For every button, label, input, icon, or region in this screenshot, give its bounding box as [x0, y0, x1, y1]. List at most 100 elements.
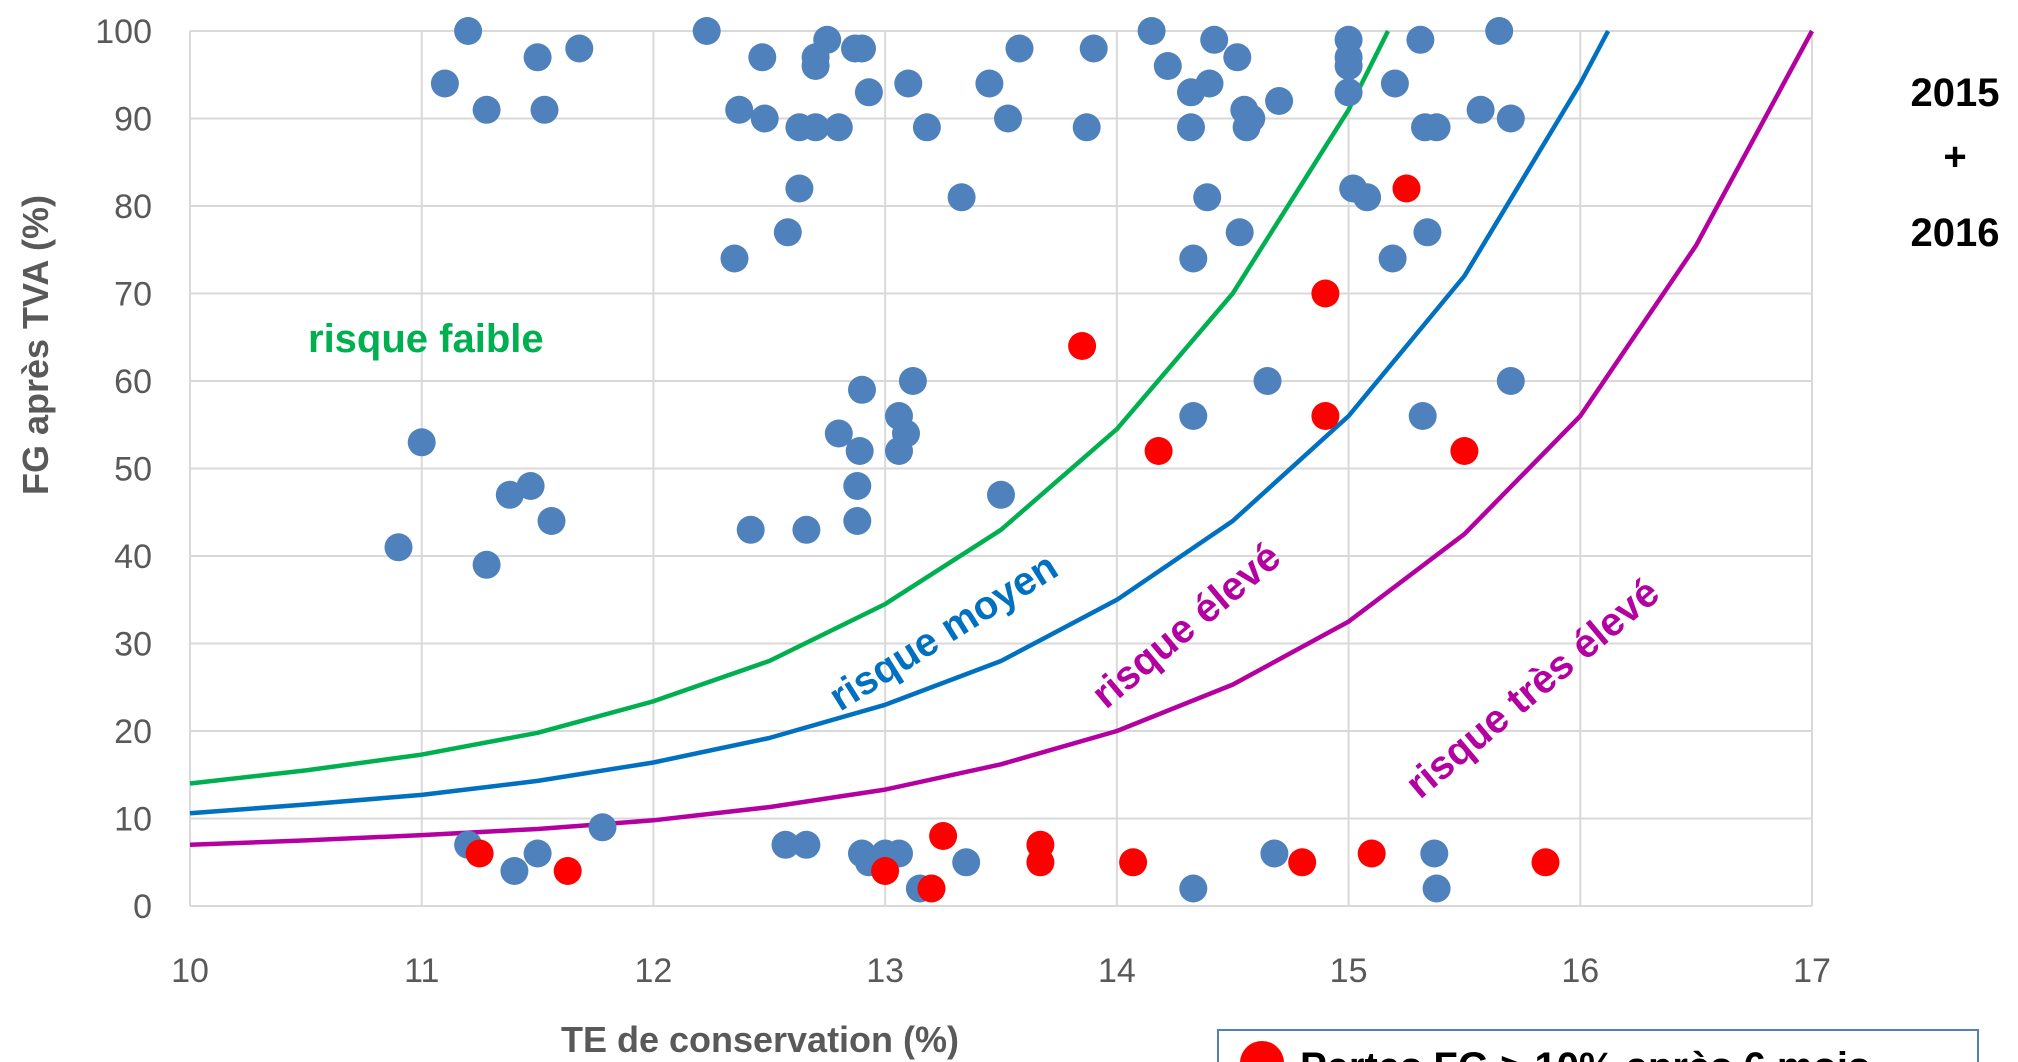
data-point-red — [1531, 848, 1560, 877]
data-point-red — [1288, 848, 1317, 877]
data-point-blue — [523, 839, 552, 868]
data-point-blue — [1413, 218, 1442, 247]
data-point-blue — [725, 95, 754, 124]
data-point-red — [1026, 848, 1055, 877]
data-point-blue — [1420, 839, 1449, 868]
data-point-blue — [1378, 244, 1407, 273]
data-point-blue — [1137, 17, 1166, 45]
data-point-blue — [1237, 104, 1266, 133]
data-point-blue — [785, 174, 814, 203]
zone-label-risque-faible: risque faible — [308, 317, 544, 361]
data-point-blue — [987, 480, 1015, 509]
legend-box — [1217, 1029, 1979, 1062]
data-point-blue — [1334, 52, 1363, 80]
data-point-blue — [1265, 87, 1294, 115]
year-label-2016: 2016 — [1911, 211, 2000, 255]
data-point-blue — [1193, 183, 1222, 212]
data-point-blue — [1200, 25, 1229, 54]
data-point-blue — [898, 367, 927, 395]
data-point-blue — [565, 34, 594, 63]
data-point-red — [1357, 839, 1386, 868]
data-point-blue — [848, 375, 876, 404]
y-tick-label: 40 — [114, 538, 152, 576]
tick-labels: 0 10 20 30 40 50 60 70 80 90 100 10 11 12 13 14 15 16 17 — [95, 13, 1831, 990]
data-point-blue — [1005, 34, 1034, 63]
data-point-blue — [500, 857, 529, 885]
data-point-blue — [1253, 367, 1282, 395]
y-axis-title: FG après TVA (%) — [15, 195, 56, 495]
data-point-blue — [588, 813, 617, 842]
zone-label-risque-eleve: risque élevé — [1084, 535, 1289, 717]
data-point-blue — [843, 472, 872, 500]
legend: Pertes FG > 10% après 6 mois — [1217, 1029, 1979, 1062]
data-point-blue — [1195, 69, 1224, 98]
data-point-blue — [1153, 52, 1182, 80]
data-point-blue — [952, 848, 981, 877]
x-tick-label: 17 — [1793, 952, 1831, 990]
year-label-2015: 2015 — [1911, 71, 2000, 115]
data-point-red — [1392, 174, 1421, 203]
data-point-blue — [848, 34, 876, 63]
data-point-blue — [1334, 78, 1363, 107]
y-tick-label: 20 — [114, 713, 152, 751]
data-point-blue — [792, 515, 821, 544]
data-point-blue — [1422, 113, 1451, 142]
data-point-red — [465, 839, 494, 868]
data-point-blue — [894, 69, 923, 98]
x-tick-label: 16 — [1561, 952, 1599, 990]
data-point-blue — [750, 104, 779, 133]
data-point-blue — [885, 437, 913, 465]
y-tick-label: 60 — [114, 363, 152, 401]
data-point-red — [553, 857, 582, 885]
data-point-blue — [792, 830, 821, 859]
data-point-blue — [1466, 95, 1495, 124]
data-point-blue — [1408, 402, 1437, 430]
x-tick-label: 15 — [1330, 952, 1368, 990]
data-point-blue — [384, 533, 413, 562]
data-point-blue — [1179, 402, 1208, 430]
data-point-blue — [720, 244, 749, 273]
data-point-blue — [1223, 43, 1252, 72]
y-tick-label: 0 — [133, 888, 152, 926]
data-point-blue — [975, 69, 1004, 98]
data-point-blue — [1079, 34, 1108, 63]
data-point-red — [1311, 402, 1340, 430]
data-point-blue — [472, 550, 501, 579]
data-point-red — [1311, 279, 1340, 308]
data-point-red — [1450, 437, 1479, 465]
data-point-red — [1144, 437, 1173, 465]
data-point-blue — [824, 113, 853, 142]
data-point-blue — [1422, 874, 1451, 903]
y-tick-label: 50 — [114, 451, 152, 489]
risk-curve-1 — [189, 29, 1391, 786]
data-point-blue — [912, 113, 941, 142]
risk-curve-3 — [189, 29, 1814, 848]
data-point-blue — [1353, 183, 1382, 212]
data-point-red — [1119, 848, 1148, 877]
data-point-blue — [748, 43, 777, 72]
data-point-blue — [1485, 17, 1514, 45]
data-point-red — [871, 857, 900, 885]
data-point-red — [1068, 332, 1097, 360]
data-point-blue — [854, 78, 883, 107]
data-point-blue — [824, 419, 853, 448]
data-point-blue — [692, 17, 721, 45]
data-point-blue — [736, 515, 765, 544]
data-point-blue — [454, 17, 483, 45]
x-tick-label: 14 — [1098, 952, 1136, 990]
x-tick-label: 10 — [171, 952, 209, 990]
data-point-blue — [1179, 244, 1208, 273]
data-point-blue — [516, 472, 545, 500]
risk-curve-2 — [189, 29, 1611, 816]
y-tick-label: 30 — [114, 626, 152, 664]
data-point-blue — [1496, 367, 1525, 395]
year-label-plus: + — [1943, 135, 1966, 179]
data-point-red — [917, 874, 946, 903]
x-tick-label: 11 — [404, 952, 439, 990]
data-point-blue — [994, 104, 1022, 133]
data-point-blue — [801, 52, 830, 80]
x-tick-label: 12 — [635, 952, 673, 990]
data-point-blue — [537, 507, 566, 535]
y-tick-label: 70 — [114, 276, 152, 314]
